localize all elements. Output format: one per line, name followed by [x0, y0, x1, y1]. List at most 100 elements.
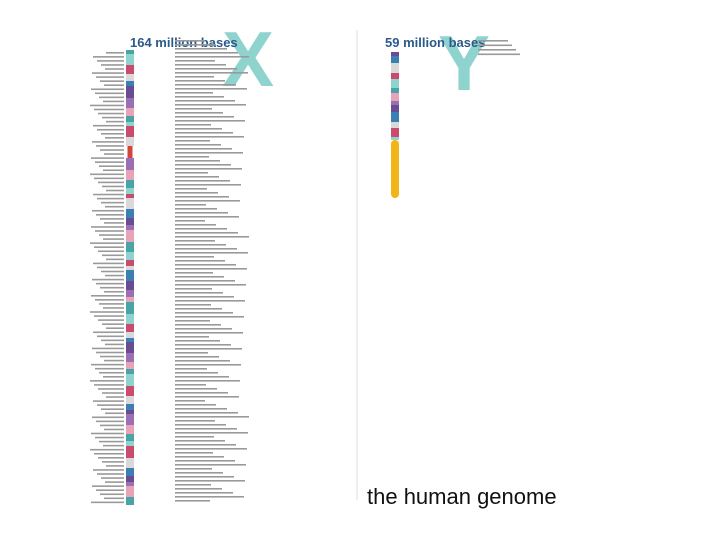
band — [126, 425, 134, 434]
gene-label-placeholder — [103, 100, 124, 103]
gene-label-placeholder — [175, 372, 218, 374]
gene-label-placeholder — [94, 315, 124, 317]
gene-label-placeholder — [175, 484, 211, 486]
gene-label-placeholder — [175, 360, 230, 362]
gene-label-placeholder — [175, 224, 216, 226]
gene-label-placeholder — [175, 236, 249, 238]
gene-label-placeholder — [175, 492, 233, 494]
gene-label-placeholder — [102, 392, 124, 394]
gene-label-placeholder — [175, 480, 245, 482]
band — [391, 93, 399, 101]
gene-label-placeholder — [91, 157, 124, 159]
gene-label-placeholder — [175, 312, 233, 314]
gene-label-placeholder — [175, 56, 249, 58]
gene-label-placeholder — [175, 216, 239, 218]
band — [126, 446, 134, 458]
gene-label-placeholder — [175, 268, 247, 270]
gene-label-placeholder — [175, 412, 238, 414]
band — [126, 126, 134, 137]
gene-label-placeholder — [95, 92, 124, 95]
gene-label-placeholder — [98, 319, 124, 321]
gene-label-placeholder — [175, 332, 243, 334]
gene-label-placeholder — [175, 104, 246, 106]
gene-label-placeholder — [175, 68, 237, 70]
y-size-label: 59 million bases — [385, 35, 485, 50]
gene-labels — [90, 40, 520, 504]
gene-label-placeholder — [175, 160, 220, 162]
gene-label-placeholder — [175, 400, 205, 402]
gene-label-placeholder — [95, 299, 124, 301]
gene-label-placeholder — [105, 68, 124, 70]
band — [126, 180, 134, 188]
gene-label-placeholder — [478, 44, 512, 47]
gene-label-placeholder — [175, 64, 226, 66]
gene-label-placeholder — [175, 320, 210, 322]
gene-label-placeholder — [98, 388, 124, 390]
gene-label-placeholder — [101, 408, 124, 410]
gene-label-placeholder — [94, 384, 124, 386]
gene-label-placeholder — [175, 280, 235, 282]
gene-label-placeholder — [175, 60, 215, 62]
gene-label-placeholder — [175, 124, 211, 126]
gene-label-placeholder — [104, 290, 124, 293]
gene-label-placeholder — [175, 132, 233, 134]
gene-label-placeholder — [105, 137, 124, 139]
gene-label-placeholder — [175, 328, 232, 330]
gene-label-placeholder — [175, 380, 240, 382]
gene-label-placeholder — [106, 396, 124, 398]
gene-label-placeholder — [90, 173, 124, 176]
gene-label-placeholder — [99, 165, 124, 167]
band — [126, 332, 134, 338]
gene-label-placeholder — [100, 218, 124, 220]
gene-label-placeholder — [92, 347, 124, 350]
gene-label-placeholder — [103, 444, 124, 447]
gene-label-placeholder — [92, 278, 124, 281]
gene-label-placeholder — [105, 274, 124, 277]
gene-label-placeholder — [104, 497, 124, 500]
band — [126, 116, 134, 122]
gene-label-placeholder — [90, 380, 124, 382]
gene-label-placeholder — [106, 465, 124, 467]
gene-label-placeholder — [101, 270, 124, 273]
band — [391, 52, 399, 56]
band — [126, 188, 134, 194]
gene-label-placeholder — [95, 230, 124, 232]
gene-label-placeholder — [175, 136, 244, 138]
gene-label-placeholder — [100, 493, 124, 496]
gene-label-placeholder — [175, 144, 221, 146]
gene-label-placeholder — [175, 488, 222, 490]
band — [126, 302, 134, 314]
gene-label-placeholder — [104, 222, 124, 224]
band — [126, 65, 134, 74]
gene-label-placeholder — [175, 384, 206, 386]
band — [126, 170, 134, 180]
gene-label-placeholder — [97, 404, 124, 406]
band — [126, 209, 134, 218]
gene-label-placeholder — [175, 416, 249, 418]
gene-label-placeholder — [478, 49, 516, 51]
gene-label-placeholder — [92, 141, 124, 143]
gene-label-placeholder — [175, 80, 225, 82]
gene-label-placeholder — [175, 300, 245, 302]
gene-label-placeholder — [97, 197, 124, 200]
band — [126, 225, 134, 230]
gene-label-placeholder — [95, 367, 124, 370]
gene-label-placeholder — [103, 376, 124, 378]
gene-label-placeholder — [175, 228, 227, 230]
gene-label-placeholder — [175, 296, 234, 298]
band — [127, 153, 133, 158]
gene-label-placeholder — [175, 52, 238, 54]
gene-label-placeholder — [175, 476, 234, 478]
gene-label-placeholder — [97, 473, 124, 475]
gene-label-placeholder — [175, 284, 246, 286]
gene-label-placeholder — [92, 416, 124, 419]
band — [126, 353, 134, 362]
gene-label-placeholder — [175, 92, 213, 94]
gene-label-placeholder — [96, 76, 124, 78]
gene-label-placeholder — [175, 496, 244, 498]
gene-label-placeholder — [91, 295, 124, 297]
band — [391, 63, 399, 73]
band — [391, 112, 399, 122]
gene-label-placeholder — [478, 53, 520, 56]
